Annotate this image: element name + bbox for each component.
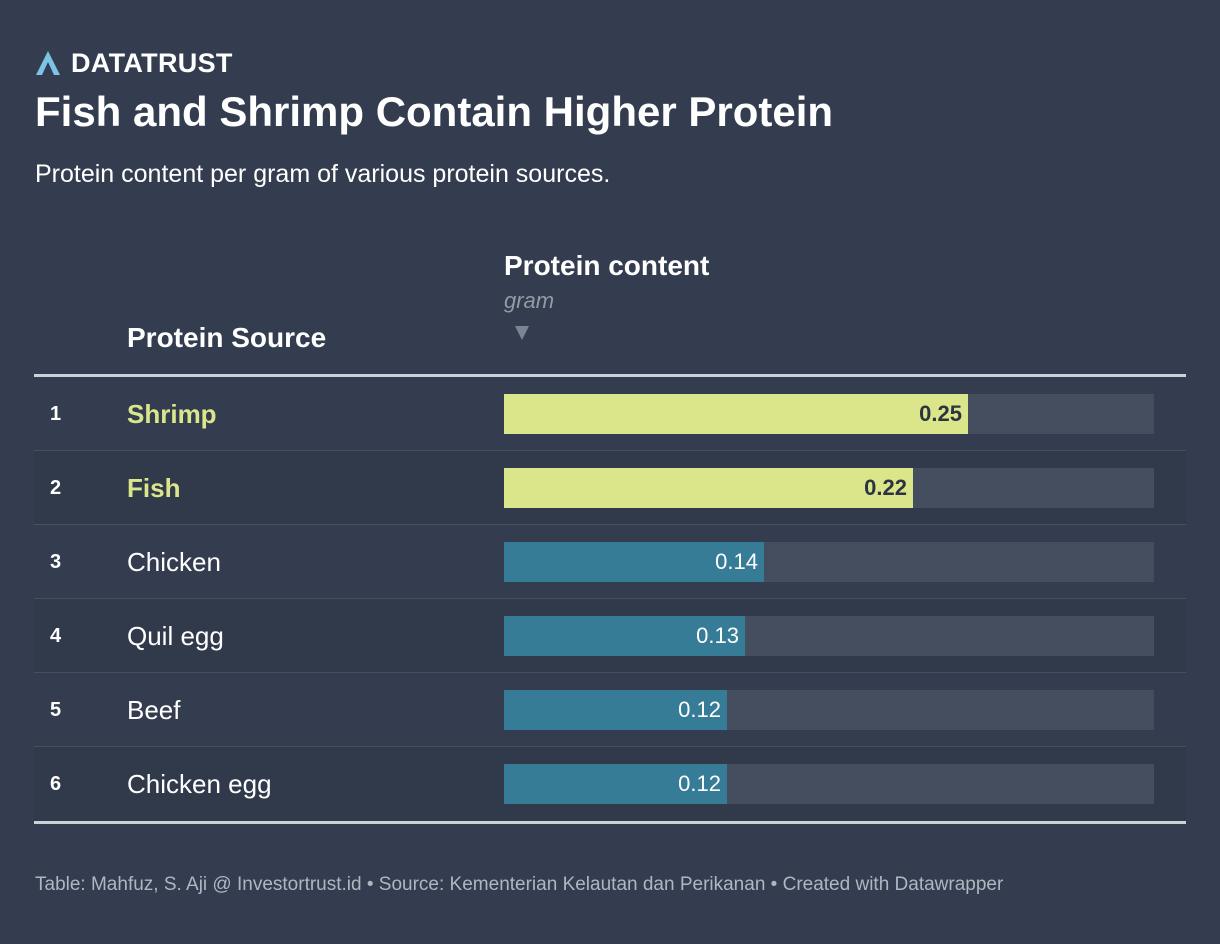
bar-value-label: 0.25 (919, 401, 962, 426)
table-row: 6 Chicken egg 0.12 (34, 747, 1186, 821)
bar: 0.25 (504, 394, 968, 434)
row-rank: 1 (50, 403, 62, 425)
column-header-protein-source[interactable]: Protein Source (127, 322, 327, 353)
table-row: 5 Beef 0.12 (34, 673, 1186, 747)
bar-track: 0.13 (504, 616, 1154, 656)
row-source-label: Fish (127, 473, 181, 503)
row-source-label: Chicken egg (127, 769, 272, 799)
table-body: 1 Shrimp 0.25 2 Fish 0.22 3 Chicken 0.14 4 Quil eg… (34, 377, 1186, 821)
brand-name: DATATRUST (71, 47, 233, 78)
row-rank: 5 (50, 699, 62, 721)
row-rank: 6 (50, 773, 62, 795)
row-rank: 3 (50, 551, 62, 573)
bar-value-label: 0.22 (864, 475, 907, 500)
table-bottom-rule (34, 821, 1186, 824)
chart-title: Fish and Shrimp Contain Higher Protein (35, 88, 834, 135)
datatrust-logo-icon (35, 50, 61, 76)
bar-track: 0.25 (504, 394, 1154, 434)
bar: 0.14 (504, 542, 764, 582)
bar: 0.22 (504, 468, 913, 508)
row-source-label: Shrimp (127, 399, 217, 429)
brand: DATATRUST (35, 46, 233, 80)
bar-track: 0.12 (504, 764, 1154, 804)
chart-subtitle: Protein content per gram of various prot… (35, 160, 611, 188)
footer-credits: Table: Mahfuz, S. Aji @ Investortrust.id… (35, 874, 1004, 895)
row-source-label: Chicken (127, 547, 221, 577)
bar-value-label: 0.14 (715, 549, 758, 574)
column-header-protein-content[interactable]: Protein content gram (504, 250, 709, 340)
bar-track: 0.22 (504, 468, 1154, 508)
bar-track: 0.14 (504, 542, 1154, 582)
row-rank: 2 (50, 477, 62, 499)
bar: 0.12 (504, 764, 727, 804)
bar: 0.12 (504, 690, 727, 730)
bar-value-label: 0.12 (678, 771, 721, 796)
column-header-unit: gram (504, 288, 555, 313)
row-source-label: Quil egg (127, 621, 224, 651)
bar: 0.13 (504, 616, 745, 656)
table-top-rule (34, 374, 1186, 377)
bar-value-label: 0.13 (696, 623, 739, 648)
table-row: 1 Shrimp 0.25 (34, 377, 1186, 451)
table-row: 3 Chicken 0.14 (34, 525, 1186, 599)
bar-value-label: 0.12 (678, 697, 721, 722)
column-header-protein-content-title: Protein content (504, 250, 710, 281)
row-source-label: Beef (127, 695, 181, 725)
sort-descending-icon[interactable] (515, 326, 529, 340)
table-row: 2 Fish 0.22 (34, 451, 1186, 525)
bar-track: 0.12 (504, 690, 1154, 730)
row-rank: 4 (50, 625, 62, 647)
table-row: 4 Quil egg 0.13 (34, 599, 1186, 673)
